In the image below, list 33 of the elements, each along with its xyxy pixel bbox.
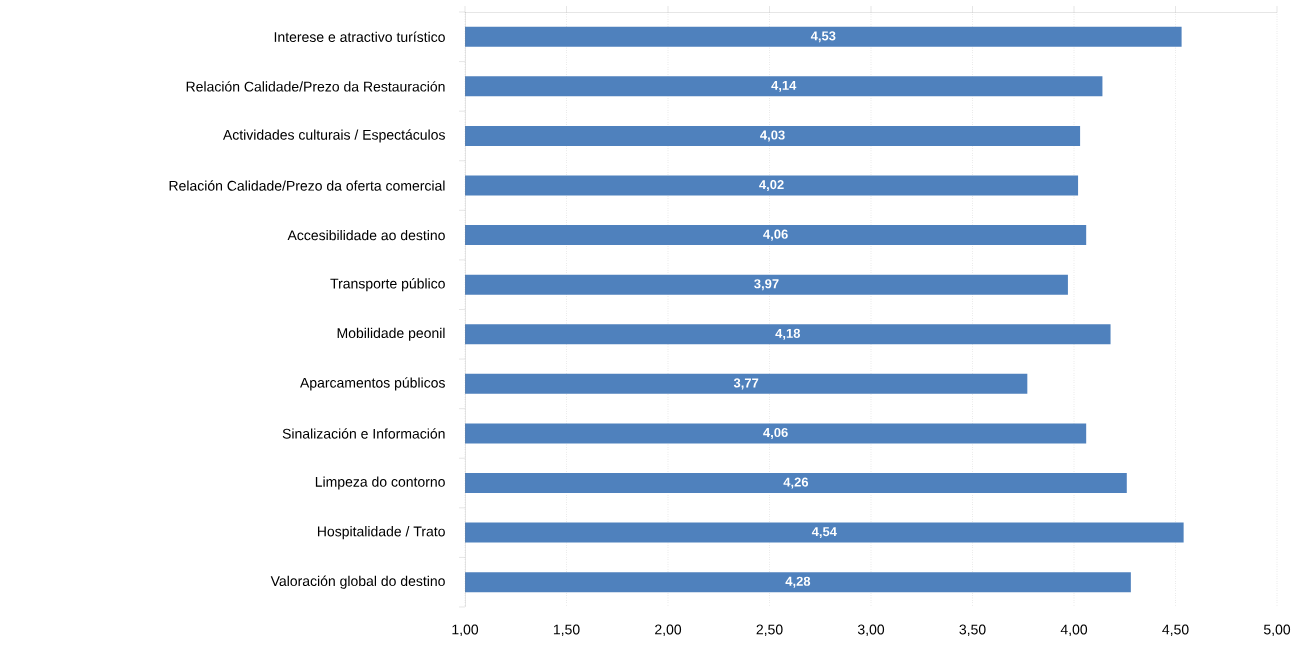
- data-label: 4,02: [759, 179, 784, 192]
- data-label: 4,26: [783, 477, 809, 489]
- y-tick-label: Relación Calidade/Prezo da Restauración: [186, 81, 445, 92]
- x-tick-label: 2,50: [756, 624, 783, 637]
- data-label: 4,54: [811, 527, 837, 539]
- y-tick-label: Accesibilidade ao destino: [287, 229, 445, 241]
- x-tick-label: 3,50: [959, 624, 986, 637]
- y-tick-label: Interese e atractivo turístico: [274, 31, 445, 43]
- data-label: 4,53: [810, 31, 836, 43]
- data-label: 4,14: [771, 80, 797, 92]
- data-label: 3,97: [754, 279, 779, 291]
- y-tick-label: Transporte público: [330, 278, 445, 292]
- x-tick-label: 2,00: [655, 624, 682, 637]
- x-tick-label: 3,00: [857, 624, 885, 637]
- data-label: 4,03: [760, 130, 785, 142]
- y-tick-label: Limpeza do contorno: [315, 476, 445, 490]
- x-tick-label: 4,00: [1060, 624, 1088, 637]
- y-tick-label: Relación Calidade/Prezo da oferta comercial: [169, 180, 445, 191]
- x-tick-label: 1,00: [452, 624, 479, 637]
- data-label: 4,06: [763, 427, 788, 439]
- y-tick-label: Aparcamentos públicos: [300, 377, 445, 391]
- y-tick-label: Valoración global do destino: [270, 575, 445, 589]
- data-label: 4,18: [775, 328, 801, 340]
- y-tick-label: Hospitalidade / Trato: [317, 526, 445, 540]
- y-tick-label: Mobilidade peonil: [337, 327, 445, 341]
- x-tick-label: 4,50: [1162, 624, 1189, 637]
- x-tick-label: 1,50: [553, 624, 580, 637]
- x-tick-label: 5,00: [1263, 624, 1291, 637]
- data-label: 3,77: [733, 378, 759, 390]
- y-tick-label: Actividades culturais / Espectáculos: [222, 129, 445, 143]
- data-label: 4,28: [785, 576, 811, 588]
- data-label: 4,06: [763, 229, 788, 241]
- y-tick-label: Sinalización e Información: [282, 428, 445, 439]
